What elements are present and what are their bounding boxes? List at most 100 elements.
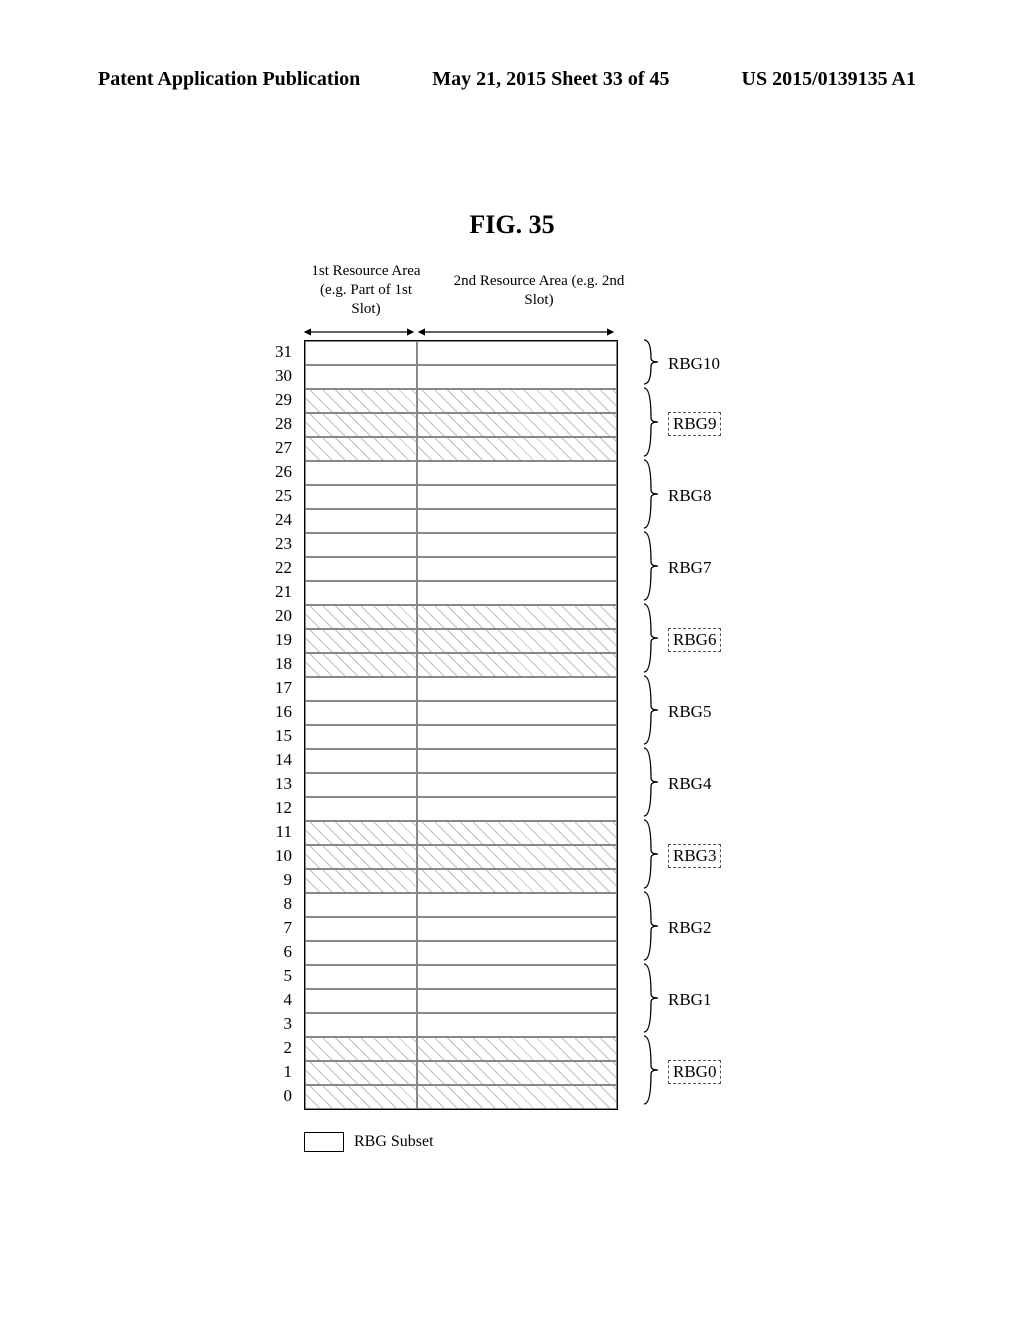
grid-row	[305, 533, 617, 557]
cell-resource-area-1	[305, 773, 417, 797]
brace-icon	[642, 890, 660, 967]
cell-resource-area-2	[417, 749, 617, 773]
grid-row	[305, 1085, 617, 1109]
rbg-group: RBG6	[642, 604, 721, 676]
cell-resource-area-1	[305, 725, 417, 749]
cell-resource-area-2	[417, 485, 617, 509]
rbg-group: RBG1	[642, 964, 711, 1036]
row-index: 14	[244, 748, 292, 772]
cell-resource-area-1	[305, 389, 417, 413]
cell-resource-area-2	[417, 965, 617, 989]
grid-row	[305, 1013, 617, 1037]
row-index: 16	[244, 700, 292, 724]
brace-icon	[642, 386, 660, 463]
grid-row	[305, 677, 617, 701]
row-index: 28	[244, 412, 292, 436]
grid-row	[305, 941, 617, 965]
rbg-label: RBG10	[668, 354, 720, 374]
rbg-group: RBG5	[642, 676, 711, 748]
row-index: 12	[244, 796, 292, 820]
cell-resource-area-1	[305, 1085, 417, 1109]
rbg-group: RBG7	[642, 532, 711, 604]
cell-resource-area-1	[305, 749, 417, 773]
row-index: 4	[244, 988, 292, 1012]
grid-row	[305, 509, 617, 533]
resource-grid	[304, 340, 618, 1110]
rbg-label: RBG9	[668, 412, 721, 436]
cell-resource-area-2	[417, 845, 617, 869]
rbg-label: RBG7	[668, 558, 711, 578]
row-index: 13	[244, 772, 292, 796]
cell-resource-area-1	[305, 701, 417, 725]
row-index: 9	[244, 868, 292, 892]
rbg-label: RBG1	[668, 990, 711, 1010]
grid-row	[305, 461, 617, 485]
page-header: Patent Application Publication May 21, 2…	[98, 68, 916, 91]
row-index: 11	[244, 820, 292, 844]
cell-resource-area-2	[417, 797, 617, 821]
legend: RBG Subset	[304, 1132, 434, 1152]
grid-row	[305, 749, 617, 773]
grid-row	[305, 437, 617, 461]
row-index: 22	[244, 556, 292, 580]
cell-resource-area-2	[417, 533, 617, 557]
legend-label: RBG Subset	[354, 1133, 434, 1151]
grid-row	[305, 989, 617, 1013]
rbg-group: RBG2	[642, 892, 711, 964]
rbg-label: RBG8	[668, 486, 711, 506]
grid-row	[305, 701, 617, 725]
cell-resource-area-2	[417, 989, 617, 1013]
cell-resource-area-2	[417, 725, 617, 749]
header-right: US 2015/0139135 A1	[742, 68, 916, 91]
brace-icon	[642, 602, 660, 679]
grid-row	[305, 845, 617, 869]
cell-resource-area-1	[305, 989, 417, 1013]
grid-row	[305, 365, 617, 389]
row-index: 2	[244, 1036, 292, 1060]
rbg-group: RBG0	[642, 1036, 721, 1108]
row-index: 27	[244, 436, 292, 460]
cell-resource-area-1	[305, 365, 417, 389]
cell-resource-area-2	[417, 917, 617, 941]
grid-row	[305, 341, 617, 365]
grid-row	[305, 1037, 617, 1061]
cell-resource-area-2	[417, 869, 617, 893]
cell-resource-area-2	[417, 1037, 617, 1061]
cell-resource-area-1	[305, 917, 417, 941]
cell-resource-area-2	[417, 701, 617, 725]
grid-row	[305, 413, 617, 437]
cell-resource-area-2	[417, 773, 617, 797]
cell-resource-area-2	[417, 1085, 617, 1109]
grid-row	[305, 389, 617, 413]
cell-resource-area-2	[417, 941, 617, 965]
rbg-label: RBG0	[668, 1060, 721, 1084]
rbg-label: RBG4	[668, 774, 711, 794]
row-index: 30	[244, 364, 292, 388]
grid-row	[305, 557, 617, 581]
cell-resource-area-2	[417, 389, 617, 413]
cell-resource-area-1	[305, 437, 417, 461]
cell-resource-area-2	[417, 605, 617, 629]
cell-resource-area-1	[305, 845, 417, 869]
column-1-label: 1st Resource Area (e.g. Part of 1st Slot…	[309, 262, 423, 318]
row-index: 6	[244, 940, 292, 964]
cell-resource-area-1	[305, 629, 417, 653]
cell-resource-area-1	[305, 893, 417, 917]
row-index: 29	[244, 388, 292, 412]
cell-resource-area-1	[305, 581, 417, 605]
row-index: 21	[244, 580, 292, 604]
cell-resource-area-2	[417, 677, 617, 701]
cell-resource-area-1	[305, 1037, 417, 1061]
brace-icon	[642, 338, 660, 391]
row-index: 5	[244, 964, 292, 988]
cell-resource-area-2	[417, 341, 617, 365]
row-index: 23	[244, 532, 292, 556]
grid-row	[305, 869, 617, 893]
dimension-arrows	[303, 326, 623, 338]
row-index: 7	[244, 916, 292, 940]
row-index: 18	[244, 652, 292, 676]
cell-resource-area-2	[417, 557, 617, 581]
cell-resource-area-1	[305, 797, 417, 821]
rbg-group: RBG8	[642, 460, 711, 532]
cell-resource-area-1	[305, 653, 417, 677]
